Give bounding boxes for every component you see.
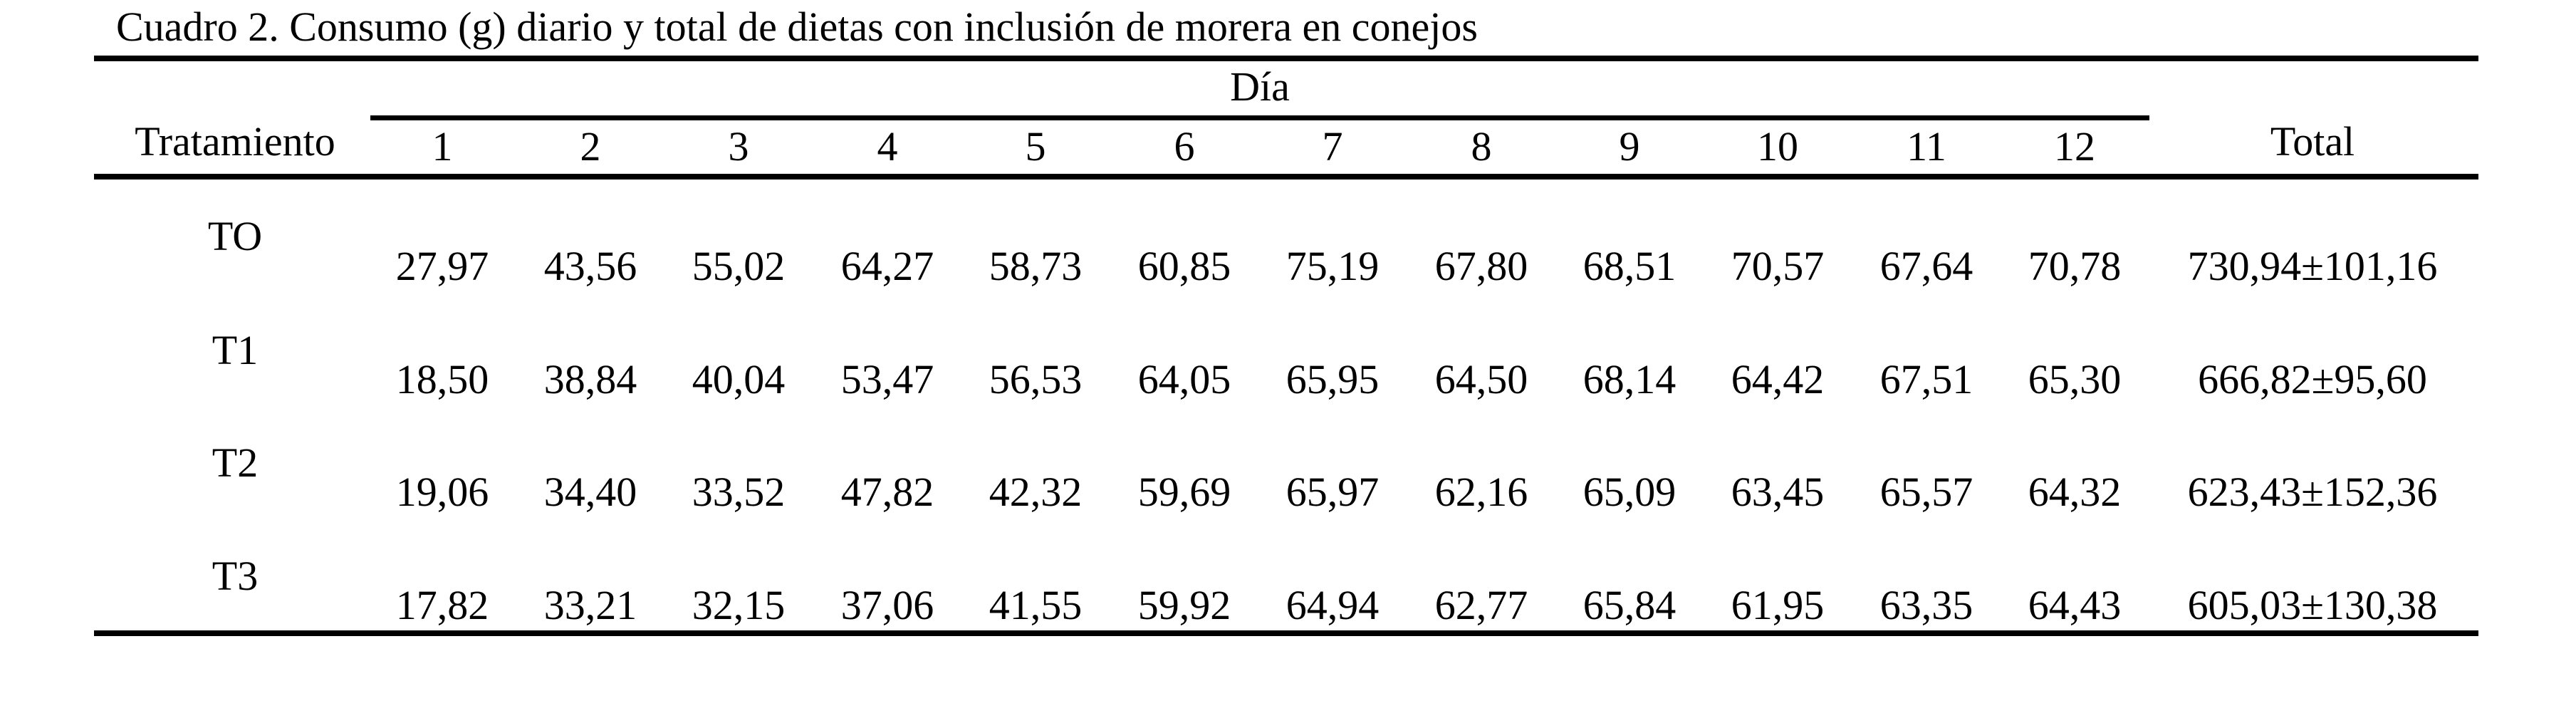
day-value-cell: 70,57 bbox=[1731, 243, 1825, 289]
day-value-cell: 41,55 bbox=[989, 582, 1083, 628]
day-header-4: 4 bbox=[877, 123, 898, 170]
day-value-cell: 32,15 bbox=[692, 582, 786, 628]
day-value-cell: 60,85 bbox=[1137, 243, 1231, 289]
day-value-cell: 67,64 bbox=[1879, 243, 1973, 289]
header-total: Total bbox=[2270, 118, 2355, 165]
treatment-label: T1 bbox=[212, 327, 259, 373]
day-header-7: 7 bbox=[1322, 123, 1343, 170]
day-value-cell: 40,04 bbox=[692, 356, 786, 402]
day-value-cell: 63,45 bbox=[1731, 469, 1825, 515]
day-value-cell: 18,50 bbox=[395, 356, 489, 402]
day-value-cell: 68,51 bbox=[1582, 243, 1677, 289]
day-value-cell: 67,51 bbox=[1879, 356, 1973, 402]
day-value-cell: 62,77 bbox=[1434, 582, 1528, 628]
day-value-cell: 64,42 bbox=[1731, 356, 1825, 402]
day-header-2: 2 bbox=[580, 123, 601, 170]
header-day-group: Día bbox=[1230, 63, 1290, 110]
day-value-cell: 70,78 bbox=[2028, 243, 2122, 289]
day-value-cell: 38,84 bbox=[543, 356, 637, 402]
day-value-cell: 33,52 bbox=[692, 469, 786, 515]
day-value-cell: 59,92 bbox=[1137, 582, 1231, 628]
table-top-rule bbox=[94, 56, 2478, 61]
day-value-cell: 59,69 bbox=[1137, 469, 1231, 515]
day-value-cell: 64,27 bbox=[840, 243, 934, 289]
day-value-cell: 17,82 bbox=[395, 582, 489, 628]
day-value-cell: 64,43 bbox=[2028, 582, 2122, 628]
day-value-cell: 65,57 bbox=[1879, 469, 1973, 515]
day-header-1: 1 bbox=[432, 123, 453, 170]
day-value-cell: 67,80 bbox=[1434, 243, 1528, 289]
total-cell: 666,82±95,60 bbox=[2198, 356, 2427, 402]
treatment-label: T2 bbox=[212, 439, 259, 486]
day-value-cell: 65,84 bbox=[1582, 582, 1677, 628]
day-header-6: 6 bbox=[1174, 123, 1195, 170]
day-value-cell: 56,53 bbox=[989, 356, 1083, 402]
day-value-cell: 33,21 bbox=[543, 582, 637, 628]
total-cell: 730,94±101,16 bbox=[2187, 243, 2438, 289]
day-value-cell: 64,32 bbox=[2028, 469, 2122, 515]
day-value-cell: 64,50 bbox=[1434, 356, 1528, 402]
day-value-cell: 65,95 bbox=[1286, 356, 1380, 402]
day-header-12: 12 bbox=[2054, 123, 2095, 170]
day-value-cell: 75,19 bbox=[1286, 243, 1380, 289]
table-caption: Cuadro 2. Consumo (g) diario y total de … bbox=[116, 4, 1478, 50]
table-bottom-rule bbox=[94, 630, 2478, 636]
day-header-5: 5 bbox=[1025, 123, 1046, 170]
day-value-cell: 64,94 bbox=[1286, 582, 1380, 628]
total-cell: 605,03±130,38 bbox=[2187, 582, 2438, 628]
day-value-cell: 19,06 bbox=[395, 469, 489, 515]
day-value-cell: 63,35 bbox=[1879, 582, 1973, 628]
day-value-cell: 65,30 bbox=[2028, 356, 2122, 402]
day-value-cell: 68,14 bbox=[1582, 356, 1677, 402]
day-value-cell: 65,97 bbox=[1286, 469, 1380, 515]
day-value-cell: 27,97 bbox=[395, 243, 489, 289]
day-header-9: 9 bbox=[1619, 123, 1640, 170]
day-header-3: 3 bbox=[728, 123, 749, 170]
treatment-label: T3 bbox=[212, 553, 259, 599]
day-header-8: 8 bbox=[1471, 123, 1492, 170]
day-value-cell: 37,06 bbox=[840, 582, 934, 628]
day-value-cell: 55,02 bbox=[692, 243, 786, 289]
day-header-11: 11 bbox=[1907, 123, 1946, 170]
day-value-cell: 53,47 bbox=[840, 356, 934, 402]
header-bottom-rule bbox=[94, 174, 2478, 180]
day-value-cell: 43,56 bbox=[543, 243, 637, 289]
day-value-cell: 62,16 bbox=[1434, 469, 1528, 515]
day-value-cell: 65,09 bbox=[1582, 469, 1677, 515]
day-value-cell: 61,95 bbox=[1731, 582, 1825, 628]
day-header-10: 10 bbox=[1757, 123, 1798, 170]
day-value-cell: 58,73 bbox=[989, 243, 1083, 289]
day-value-cell: 42,32 bbox=[989, 469, 1083, 515]
header-treatment: Tratamiento bbox=[135, 118, 335, 165]
total-cell: 623,43±152,36 bbox=[2187, 469, 2438, 515]
day-group-rule bbox=[370, 115, 2149, 120]
treatment-label: TO bbox=[207, 213, 263, 259]
day-value-cell: 34,40 bbox=[543, 469, 637, 515]
day-value-cell: 64,05 bbox=[1137, 356, 1231, 402]
day-value-cell: 47,82 bbox=[840, 469, 934, 515]
